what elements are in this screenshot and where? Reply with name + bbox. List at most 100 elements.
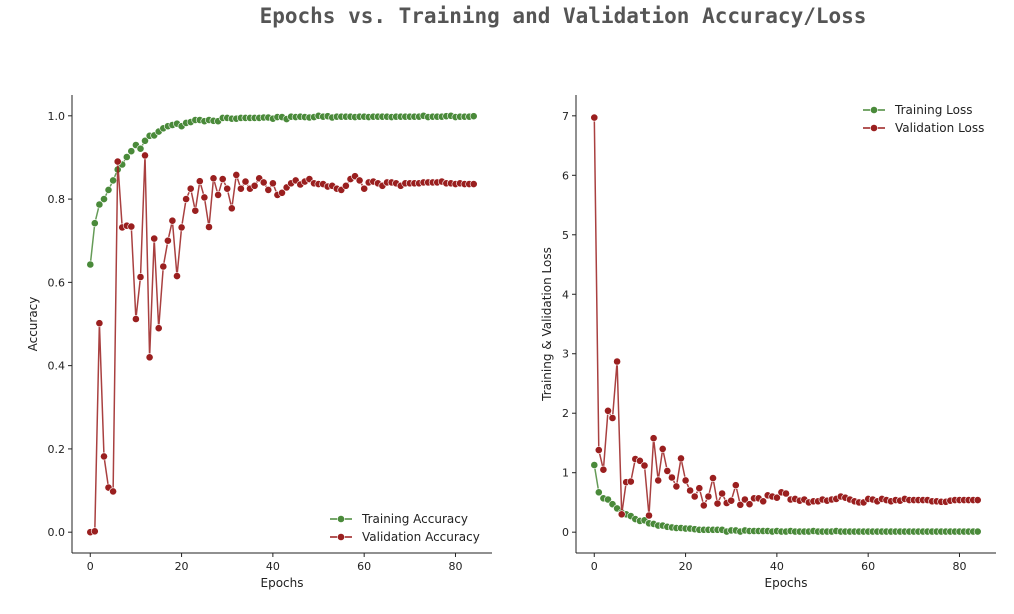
data-point bbox=[209, 174, 218, 183]
data-point bbox=[104, 185, 113, 194]
data-point bbox=[731, 481, 740, 490]
data-point bbox=[150, 234, 159, 243]
data-point bbox=[718, 489, 726, 498]
data-point bbox=[469, 112, 478, 121]
x-tick-label: 60 bbox=[357, 560, 371, 573]
x-tick-label: 20 bbox=[679, 560, 693, 573]
data-point bbox=[177, 223, 186, 232]
data-point bbox=[613, 357, 621, 366]
data-point bbox=[741, 495, 749, 504]
y-tick-label: 1 bbox=[562, 467, 569, 480]
data-point bbox=[90, 527, 99, 536]
y-tick-label: 3 bbox=[562, 348, 569, 361]
y-tick-label: 2 bbox=[562, 407, 569, 420]
x-tick-label: 20 bbox=[175, 560, 189, 573]
data-point bbox=[86, 260, 95, 269]
data-point bbox=[355, 176, 364, 185]
y-tick-label: 0.6 bbox=[48, 276, 66, 289]
data-point bbox=[236, 184, 245, 193]
y-tick-label: 4 bbox=[562, 288, 569, 301]
data-point bbox=[681, 476, 690, 485]
data-point bbox=[704, 492, 713, 501]
data-point bbox=[159, 262, 168, 271]
data-point bbox=[590, 461, 599, 469]
data-point bbox=[232, 170, 241, 179]
data-point bbox=[195, 177, 204, 186]
data-point bbox=[113, 157, 122, 166]
data-point bbox=[145, 353, 154, 362]
data-point bbox=[127, 222, 136, 231]
data-point bbox=[594, 446, 603, 454]
x-tick-label: 40 bbox=[770, 560, 784, 573]
data-point bbox=[100, 195, 108, 203]
data-point bbox=[636, 456, 644, 465]
y-tick-label: 5 bbox=[562, 229, 569, 242]
data-point bbox=[617, 510, 626, 519]
data-point bbox=[154, 324, 163, 333]
data-point bbox=[122, 153, 131, 161]
series-line-validation bbox=[90, 155, 474, 533]
data-point bbox=[594, 488, 603, 497]
data-point bbox=[699, 501, 708, 510]
data-point bbox=[626, 477, 635, 486]
data-point bbox=[590, 113, 599, 122]
x-axis-label: Epochs bbox=[261, 576, 304, 590]
page-title: Epochs vs. Training and Validation Accur… bbox=[259, 4, 867, 28]
data-point bbox=[168, 216, 177, 225]
y-tick-label: 0.4 bbox=[48, 360, 66, 373]
data-point bbox=[173, 272, 181, 280]
chart-panel-1: 0 20 40 60 80 0.0 0.2 0.4 0.6 0.8 1.0 Epochs Accurac… bbox=[26, 95, 492, 590]
data-point bbox=[645, 511, 653, 520]
data-point bbox=[109, 176, 117, 185]
data-point bbox=[649, 434, 658, 443]
data-point bbox=[341, 181, 350, 190]
data-point bbox=[141, 136, 149, 145]
legend-marker bbox=[870, 106, 878, 114]
x-tick-label: 80 bbox=[952, 560, 966, 573]
data-point bbox=[745, 500, 754, 509]
data-point bbox=[599, 465, 608, 474]
data-point bbox=[973, 496, 982, 504]
data-point bbox=[690, 492, 699, 501]
data-point bbox=[973, 527, 982, 536]
x-tick-label: 40 bbox=[266, 560, 280, 573]
data-point bbox=[218, 175, 227, 183]
y-tick-label: 0 bbox=[562, 526, 569, 539]
data-point bbox=[200, 193, 209, 202]
data-point bbox=[223, 184, 232, 193]
data-point bbox=[360, 184, 369, 193]
data-point bbox=[677, 454, 685, 463]
y-axis-label: Accuracy bbox=[26, 297, 40, 352]
data-point bbox=[686, 486, 694, 495]
y-tick-label: 1.0 bbox=[48, 110, 66, 123]
y-tick-label: 7 bbox=[562, 110, 569, 123]
data-point bbox=[640, 461, 649, 470]
data-point bbox=[163, 236, 172, 245]
data-point bbox=[95, 319, 104, 328]
data-point bbox=[264, 185, 273, 194]
data-point bbox=[695, 484, 704, 493]
data-point bbox=[709, 474, 717, 482]
y-axis-label: Training & Validation Loss bbox=[540, 247, 554, 402]
data-point bbox=[141, 151, 149, 160]
data-point bbox=[736, 500, 745, 509]
data-point bbox=[782, 489, 790, 498]
data-point bbox=[136, 144, 145, 153]
data-point bbox=[259, 178, 268, 187]
data-point bbox=[95, 200, 104, 209]
y-tick-label: 0.2 bbox=[48, 443, 66, 456]
x-tick-label: 0 bbox=[87, 560, 94, 573]
y-tick-label: 0.8 bbox=[48, 193, 66, 206]
data-point bbox=[214, 190, 222, 199]
y-tick-label: 0.0 bbox=[48, 526, 66, 539]
data-point bbox=[278, 188, 286, 197]
data-point bbox=[713, 499, 722, 508]
data-point bbox=[727, 496, 736, 505]
data-point bbox=[227, 204, 236, 213]
data-point bbox=[604, 495, 612, 504]
legend-marker bbox=[870, 124, 878, 132]
data-point bbox=[469, 180, 478, 188]
legend-label: Validation Loss bbox=[895, 121, 984, 135]
data-point bbox=[186, 184, 195, 193]
